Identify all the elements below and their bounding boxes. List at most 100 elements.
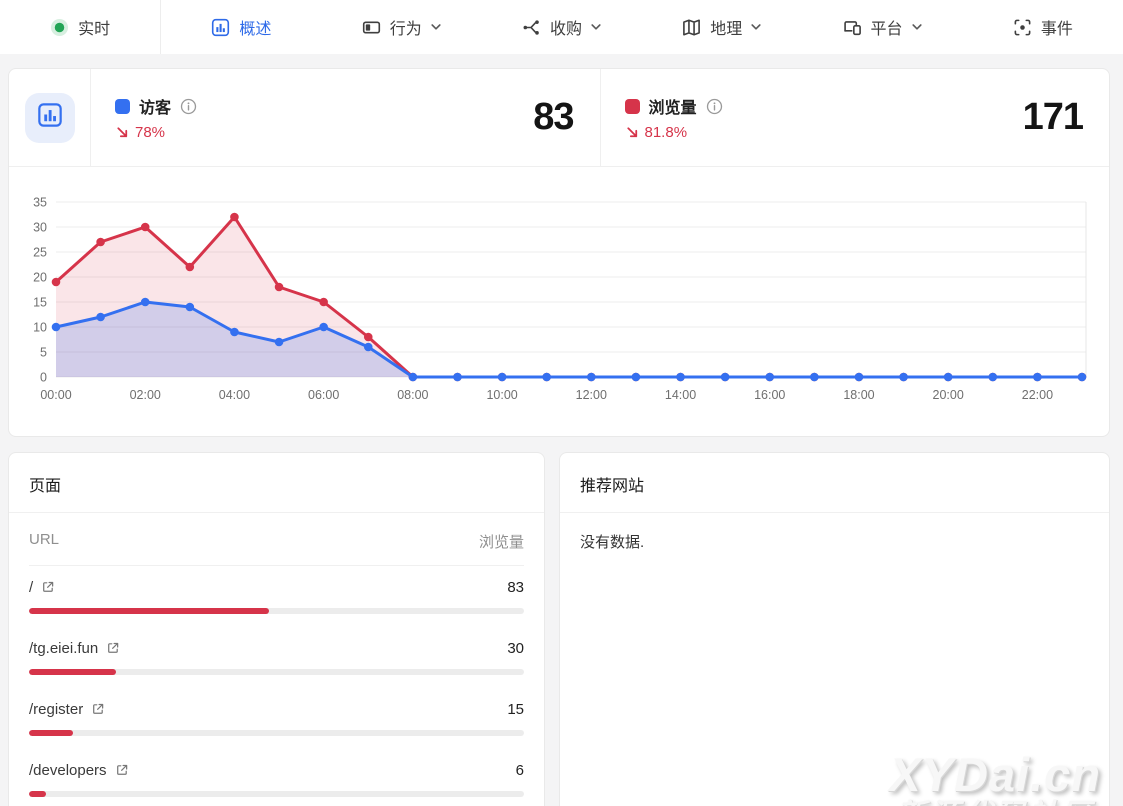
nav-tab-label: 行为 (389, 21, 422, 38)
svg-text:06:00: 06:00 (308, 388, 339, 402)
site-watermark: XYDai.cn 新源代码社区 (889, 750, 1101, 806)
svg-text:22:00: 22:00 (1022, 388, 1053, 402)
nav-tab-events[interactable]: 事件 (963, 0, 1123, 54)
svg-text:12:00: 12:00 (576, 388, 607, 402)
svg-text:30: 30 (33, 221, 47, 235)
ratio-bar-track (29, 669, 524, 675)
table-row: / 83 (29, 566, 524, 627)
visitors-value: 83 (533, 96, 574, 138)
svg-text:10: 10 (33, 321, 47, 335)
svg-text:20: 20 (33, 271, 47, 285)
geo-map-icon (682, 18, 701, 37)
col-url: URL (29, 531, 60, 548)
page-url-link[interactable]: / (29, 579, 55, 596)
ratio-bar-fill (29, 791, 47, 797)
ratio-bar-fill (29, 730, 73, 736)
svg-text:02:00: 02:00 (130, 388, 161, 402)
external-link-icon[interactable] (106, 641, 120, 655)
bar-chart-icon (37, 102, 63, 133)
nav-tab-platform[interactable]: 平台 (802, 0, 962, 54)
overview-chart-icon (211, 18, 230, 37)
svg-text:16:00: 16:00 (754, 388, 785, 402)
chevron-down-icon (911, 21, 923, 33)
ratio-bar-track (29, 791, 524, 797)
pageviews-label: 浏览量 (648, 100, 697, 117)
overview-card: 访客 78% 83 浏览量 81.8% (8, 68, 1110, 437)
svg-text:14:00: 14:00 (665, 388, 696, 402)
external-link-icon[interactable] (91, 702, 105, 716)
referrers-card-title: 推荐网站 (580, 478, 645, 495)
live-dot-icon (50, 18, 69, 37)
nav-tab-realtime[interactable]: 实时 (0, 0, 162, 54)
nav-tab-label: 事件 (1040, 21, 1073, 38)
traffic-area-chart[interactable]: 0 5 10 15 20 25 30 35 00:00 02:00 04:00 06:00 08:00 1… (9, 167, 1109, 427)
svg-text:35: 35 (33, 196, 47, 210)
stat-pageviews: 浏览量 81.8% 171 (599, 69, 1110, 166)
trend-down-icon (115, 125, 130, 140)
divider (560, 512, 1109, 513)
nav-tab-behavior[interactable]: 行为 (322, 0, 482, 54)
stats-row: 访客 78% 83 浏览量 81.8% (9, 69, 1109, 167)
chevron-down-icon (430, 21, 442, 33)
page-views-value: 15 (507, 700, 524, 718)
svg-text:04:00: 04:00 (219, 388, 250, 402)
trend-down-icon (625, 125, 640, 140)
acquisition-share-icon (522, 18, 541, 37)
platform-devices-icon (843, 18, 862, 37)
table-row: /register 15 (29, 688, 524, 749)
svg-text:25: 25 (33, 246, 47, 260)
nav-tab-acquisition[interactable]: 收购 (482, 0, 642, 54)
page-url-link[interactable]: /developers (29, 762, 129, 779)
visitors-legend-swatch (115, 98, 130, 114)
nav-tab-label: 实时 (78, 21, 111, 38)
nav-tab-geo[interactable]: 地理 (642, 0, 802, 54)
visitors-label: 访客 (139, 100, 172, 117)
website-chart-icon[interactable] (24, 92, 75, 143)
svg-text:10:00: 10:00 (486, 388, 517, 402)
nav-tab-label: 平台 (870, 21, 903, 38)
pageviews-value: 171 (1022, 96, 1084, 138)
page-url-link[interactable]: /register (29, 701, 105, 718)
page-views-value: 83 (507, 578, 524, 596)
top-nav: 实时 概述 行为 收购 地理 平台 事件 (0, 0, 1123, 54)
visitors-change: 78% (115, 124, 197, 141)
divider (9, 512, 544, 513)
svg-text:5: 5 (40, 346, 47, 360)
svg-text:18:00: 18:00 (843, 388, 874, 402)
behavior-panel-icon (362, 18, 381, 37)
chevron-down-icon (590, 21, 602, 33)
ratio-bar-track (29, 730, 524, 736)
svg-text:0: 0 (40, 371, 47, 385)
info-icon[interactable] (706, 98, 723, 115)
no-data-text: 没有数据. (580, 534, 645, 551)
ratio-bar-fill (29, 669, 116, 675)
col-views: 浏览量 (478, 534, 524, 551)
ratio-bar-track (29, 608, 524, 614)
svg-text:20:00: 20:00 (933, 388, 964, 402)
nav-tab-overview[interactable]: 概述 (161, 0, 321, 54)
table-row: /tg.eiei.fun 30 (29, 627, 524, 688)
svg-text:15: 15 (33, 296, 47, 310)
pages-card: 页面 URL 浏览量 / 83 /tg.eiei.fun 30 (8, 452, 545, 806)
ratio-bar-fill (29, 608, 270, 614)
nav-tab-label: 概述 (239, 21, 272, 38)
watermark-line1: XYDai.cn (889, 748, 1101, 802)
info-icon[interactable] (180, 98, 197, 115)
pageviews-change: 81.8% (625, 124, 723, 141)
chevron-down-icon (750, 21, 762, 33)
svg-text:00:00: 00:00 (40, 388, 71, 402)
page-views-value: 6 (515, 761, 524, 779)
nav-tab-label: 地理 (710, 21, 743, 38)
divider (29, 565, 524, 566)
pages-table-header: URL 浏览量 (9, 513, 544, 565)
external-link-icon[interactable] (41, 580, 55, 594)
page-url-link[interactable]: /tg.eiei.fun (29, 640, 120, 657)
events-scan-icon (1013, 18, 1032, 37)
page-views-value: 30 (507, 639, 524, 657)
website-icon-cell (9, 69, 91, 166)
pages-card-title: 页面 (29, 478, 62, 495)
pageviews-legend-swatch (624, 98, 640, 114)
svg-text:08:00: 08:00 (397, 388, 428, 402)
external-link-icon[interactable] (115, 763, 129, 777)
referrers-card: 推荐网站 没有数据. XYDai.cn 新源代码社区 (559, 452, 1110, 806)
